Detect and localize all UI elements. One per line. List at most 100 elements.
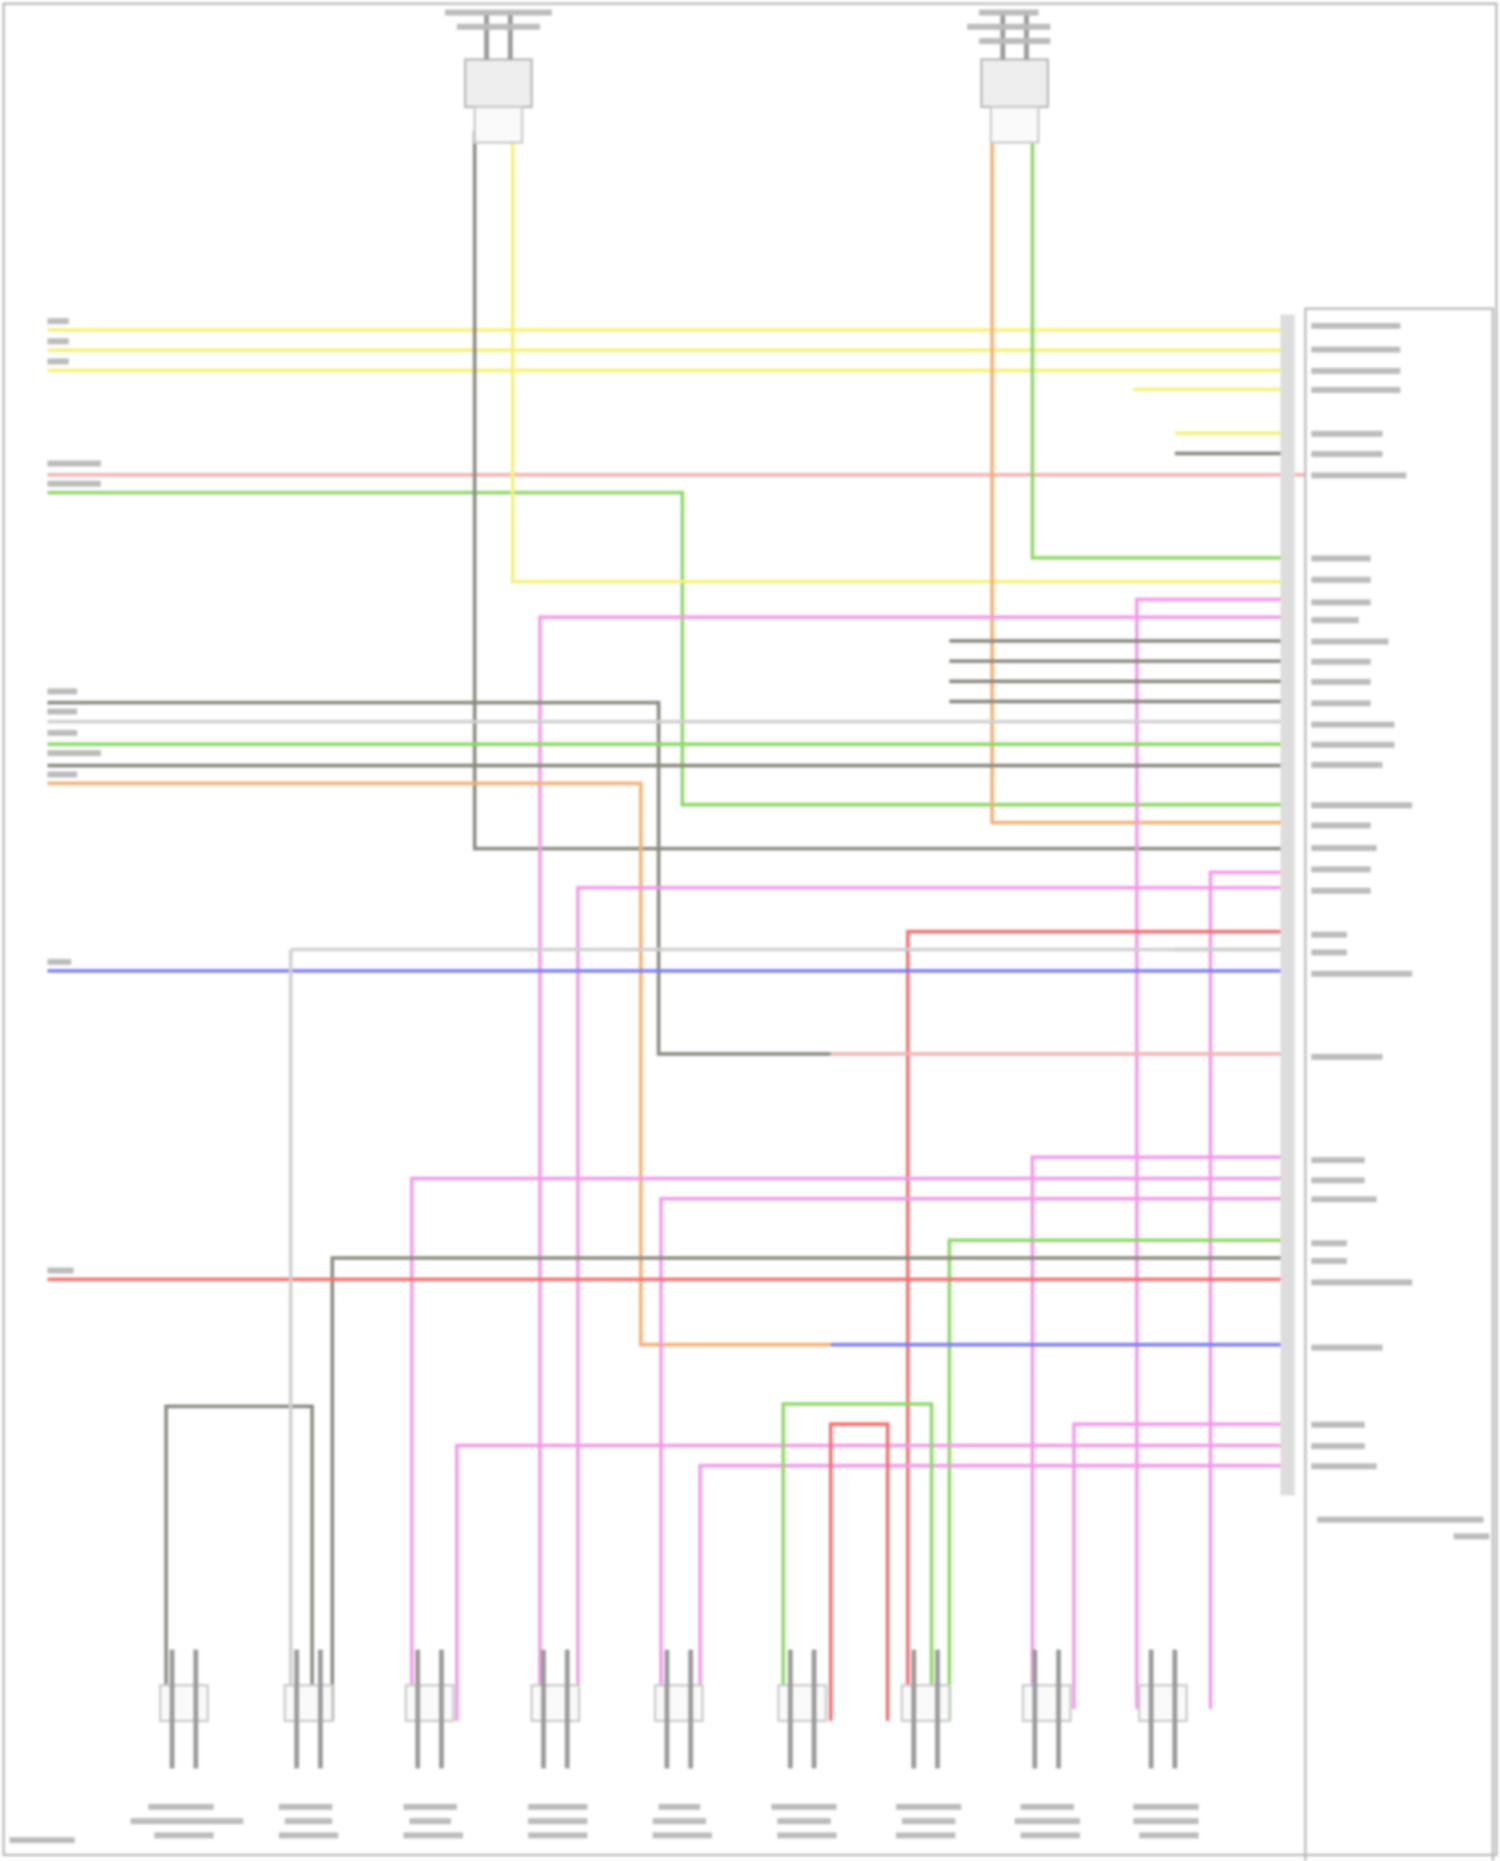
label-text [456,23,540,30]
label-text [1311,887,1371,894]
label-text [154,1832,214,1839]
label-text [1139,1832,1199,1839]
amplifier-module [1280,307,1495,1861]
wire-pink [455,1443,1288,1721]
label-text [1311,1240,1347,1247]
wire-green [1030,130,1288,560]
wire-gray [164,1404,314,1721]
wire-pink [538,615,1288,1721]
bottom-speaker-connector [900,1649,951,1769]
label-text [148,1803,214,1810]
label-text [1311,472,1407,479]
label-text [1311,970,1413,977]
bottom-speaker-connector [404,1649,455,1769]
label-text [1311,1053,1383,1060]
wire-pink [1072,1422,1288,1709]
top-speaker-connector [980,11,1050,144]
label-text [658,1803,701,1810]
label-text [9,1837,75,1844]
bottom-speaker-connector [653,1649,704,1769]
label-text [47,338,69,345]
label-text [1311,802,1413,809]
label-text [409,1818,451,1825]
label-text [130,1818,244,1825]
label-text [1311,617,1359,624]
wire-green [781,1402,934,1721]
wire-orange [47,781,831,1347]
label-text [1311,1196,1377,1203]
label-text [47,688,78,695]
label-text [1311,430,1383,437]
label-text [967,23,1051,30]
label-text [278,1832,339,1839]
wire-pink [1030,1155,1288,1709]
wire-pink [659,1196,1288,1721]
components [159,11,1188,1769]
label-text [47,750,101,757]
label-text [1311,1258,1347,1264]
label-text [1014,1818,1080,1825]
label-text [47,480,101,487]
label-text [1317,1516,1484,1523]
label-text [777,1832,837,1839]
label-text [1311,322,1401,329]
label-text [1020,1832,1080,1839]
label-text [1311,1344,1383,1351]
label-text [1311,386,1401,393]
label-text [652,1832,713,1839]
label-text [979,38,1051,45]
label-text [278,1803,333,1810]
top-speaker-connector [464,11,533,144]
label-text [1311,741,1395,748]
wire-pink [576,885,1288,1721]
label-text [528,1832,588,1839]
bottom-speaker-connector [530,1649,581,1769]
label-text [895,1832,956,1839]
label-text [1311,721,1395,728]
bottom-speaker-connector [1138,1649,1188,1769]
label-text [1311,368,1401,374]
label-text [1311,845,1377,851]
wire-pink [698,1463,1288,1721]
wire-pink [410,1176,1288,1721]
label-text [1311,761,1383,768]
bottom-speaker-connector [283,1649,334,1769]
label-text [1020,1803,1074,1810]
label-text [1311,658,1371,665]
wire-green [47,490,1288,807]
label-text [1311,949,1347,956]
bottom-speaker-connector [1021,1649,1072,1769]
label-text [47,729,78,736]
wire-green [947,1238,1288,1721]
label-text [47,1267,74,1274]
wire-pink [1135,597,1288,1709]
label-text [901,1818,956,1825]
label-text [1133,1818,1199,1825]
label-text [1133,1803,1199,1810]
label-text [895,1803,962,1810]
label-text [47,460,101,467]
label-text [47,358,69,365]
label-text [1311,700,1371,707]
label-text [1311,638,1389,645]
wire-pink [1208,870,1288,1709]
wires [47,130,1306,1721]
label-text [403,1803,457,1810]
label-text [1311,1421,1365,1428]
label-text [1311,1279,1413,1286]
bottom-speaker-connector [159,1649,209,1769]
label-text [47,318,69,325]
label-text [1311,931,1347,938]
label-text [652,1818,707,1825]
wire-gray [472,130,1288,851]
wire-gray [330,1256,1288,1721]
label-text [1311,576,1371,583]
wire-red [906,929,1288,1721]
label-text [528,1803,588,1810]
label-text [445,9,552,16]
wire-gray [47,700,831,1056]
label-text [284,1818,333,1825]
labels [9,9,1490,1844]
